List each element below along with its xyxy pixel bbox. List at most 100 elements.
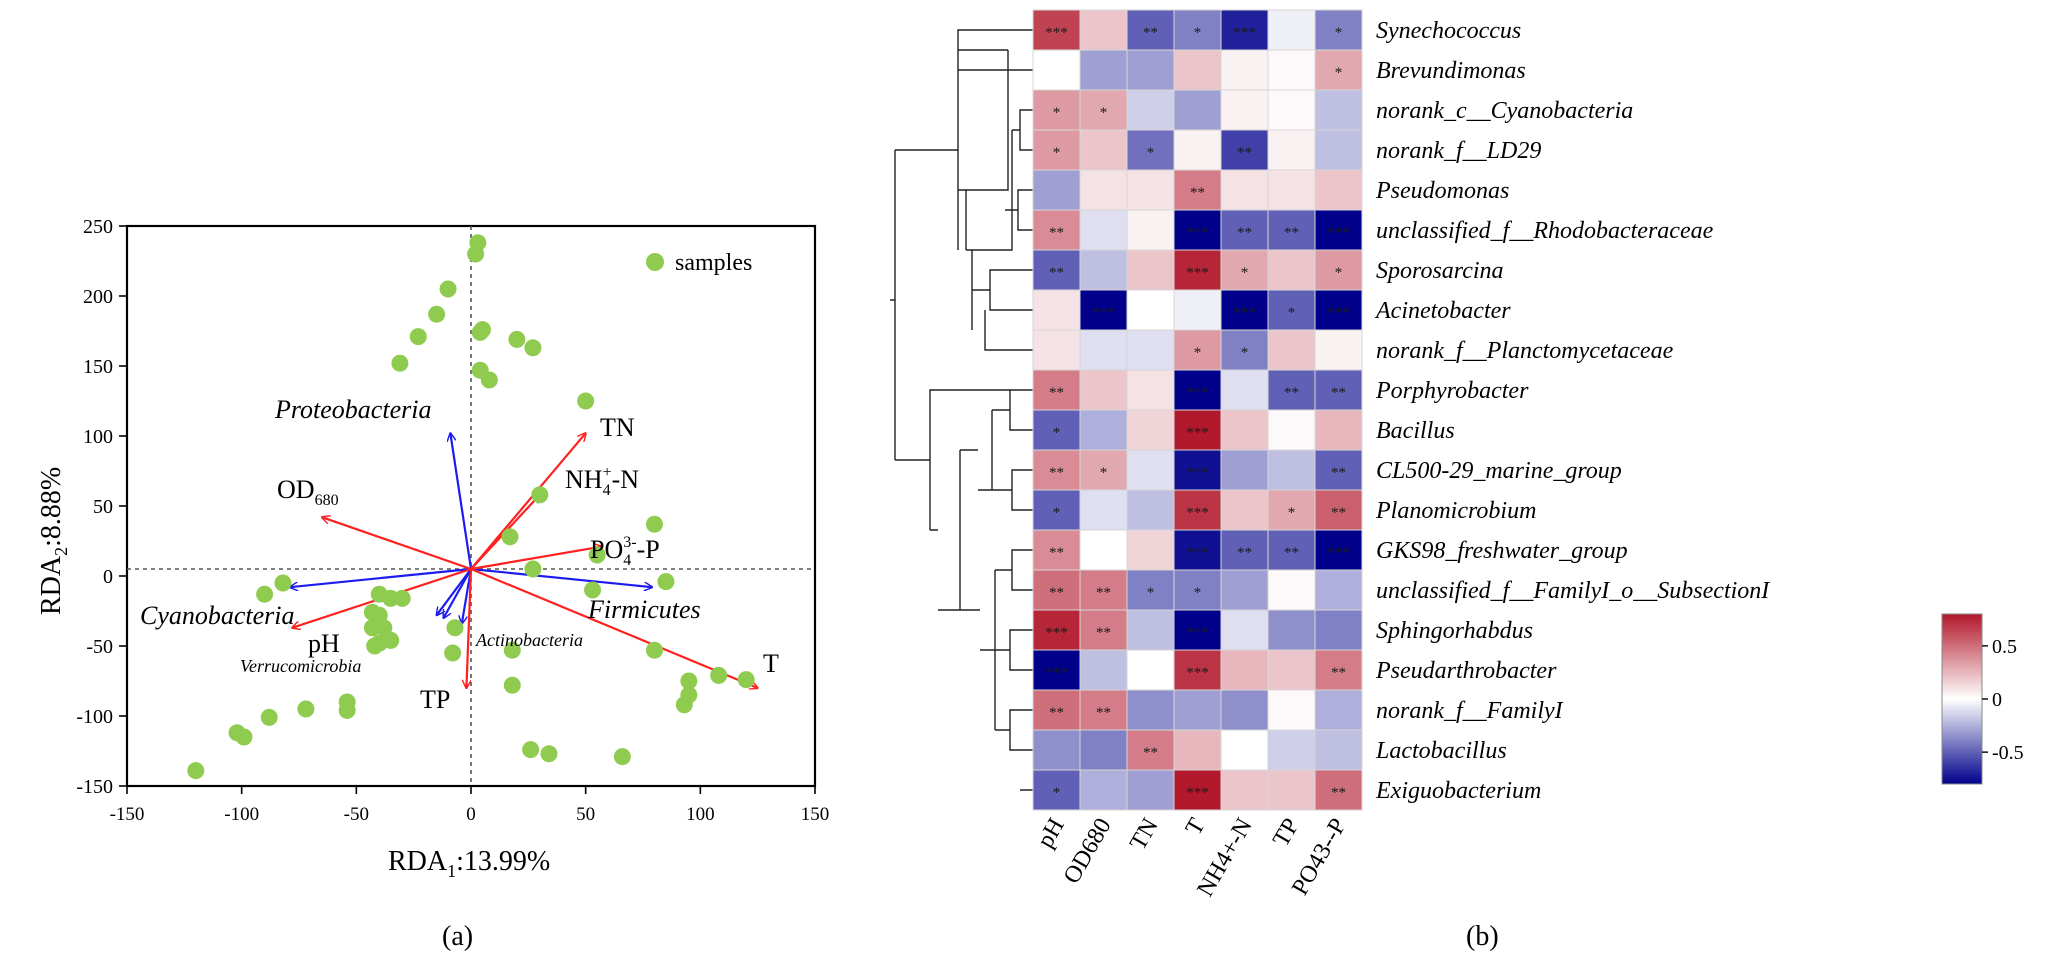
sample-point <box>710 666 728 684</box>
heatmap-cell <box>1173 729 1222 771</box>
sample-point <box>577 392 595 410</box>
label-nh4: NH4+-N <box>565 464 639 499</box>
column-label: TP <box>1268 814 1305 851</box>
significance-mark: ** <box>1331 465 1346 481</box>
significance-mark: ** <box>1284 225 1299 241</box>
heatmap-cell <box>1314 489 1363 531</box>
heatmap-cell <box>1314 529 1363 571</box>
heatmap-cell <box>1220 489 1269 531</box>
significance-mark: ** <box>1237 545 1252 561</box>
significance-mark: * <box>1053 105 1061 121</box>
significance-mark: ** <box>1331 505 1346 521</box>
row-label: Brevundimonas <box>1376 58 1526 84</box>
heatmap-cell <box>1267 689 1316 731</box>
heatmap-cell <box>1314 689 1363 731</box>
heatmap-cell <box>1126 209 1175 251</box>
sample-point <box>297 700 315 718</box>
x-tick-label: 150 <box>801 804 830 825</box>
label-actinobacteria: Actinobacteria <box>475 630 583 650</box>
heatmap-cell <box>1267 769 1316 811</box>
heatmap-cell <box>1032 769 1081 811</box>
heatmap-cell <box>1267 289 1316 331</box>
heatmap-cell <box>1079 89 1128 131</box>
heatmap-cell <box>1126 9 1175 51</box>
correlation-heatmap: *** ** * *** *** ** * ****** *** ** ** ***** *** * ***… <box>890 9 2024 952</box>
heatmap-cell <box>1314 289 1363 331</box>
heatmap-cell <box>1314 129 1363 171</box>
significance-mark: ** <box>1284 385 1299 401</box>
sample-point <box>531 486 549 504</box>
heatmap-cell <box>1267 609 1316 651</box>
env-arrow <box>470 547 602 571</box>
label-cyanobacteria: Cyanobacteria <box>140 601 295 630</box>
env-arrow <box>466 568 473 688</box>
significance-mark: *** <box>1045 25 1068 41</box>
sample-point <box>480 371 498 389</box>
heatmap-cell <box>1126 369 1175 411</box>
heatmap-cell <box>1267 569 1316 611</box>
significance-mark: ** <box>1049 385 1064 401</box>
heatmap-cell <box>1126 689 1175 731</box>
significance-mark: * <box>1288 305 1296 321</box>
heatmap-cell <box>1126 609 1175 651</box>
significance-mark: ** <box>1049 225 1064 241</box>
heatmap-cell <box>1267 329 1316 371</box>
heatmap-cell <box>1032 449 1081 491</box>
x-tick-label: -100 <box>224 804 259 825</box>
heatmap-cell <box>1220 689 1269 731</box>
label-firmicutes: Firmicutes <box>587 595 701 624</box>
row-label: norank_c__Cyanobacteria <box>1376 98 1633 124</box>
significance-mark: * <box>1147 585 1155 601</box>
label-tn: TN <box>600 413 635 442</box>
heatmap-cell <box>1032 289 1081 331</box>
significance-mark: * <box>1100 105 1108 121</box>
heatmap-cell <box>1267 489 1316 531</box>
heatmap-cell <box>1173 609 1222 651</box>
heatmap-cell <box>1267 449 1316 491</box>
heatmap-cell <box>1314 49 1363 91</box>
env-arrow <box>470 433 586 570</box>
sample-point <box>508 330 526 348</box>
heatmap-cell <box>1173 489 1222 531</box>
heatmap-cell <box>1314 769 1363 811</box>
heatmap-cell <box>1314 329 1363 371</box>
row-label: Pseudomonas <box>1375 178 1509 204</box>
heatmap-cell <box>1173 129 1222 171</box>
sample-point <box>522 741 540 759</box>
significance-mark: *** <box>1233 25 1256 41</box>
legend: samples <box>646 250 752 276</box>
heatmap-cell <box>1220 449 1269 491</box>
heatmap-cell <box>1220 769 1269 811</box>
sample-point <box>588 546 606 564</box>
colorbar-tick-label: 0.5 <box>1992 636 2017 658</box>
significance-mark: * <box>1194 585 1202 601</box>
sample-point <box>675 696 693 714</box>
row-label: Sphingorhabdus <box>1376 618 1533 644</box>
sample-point <box>467 245 485 263</box>
heatmap-cell <box>1079 369 1128 411</box>
sample-point <box>524 560 542 578</box>
heatmap-cell <box>1079 9 1128 51</box>
heatmap-cell <box>1032 649 1081 691</box>
colorbar-gradient <box>1941 613 1983 785</box>
colorbar-tick-label: 0 <box>1992 689 2002 711</box>
colorbar: 0.5 0 -0.5 <box>1941 613 2024 785</box>
heatmap-cell <box>1079 649 1128 691</box>
heatmap-cells: *** ** * *** *** ** * ****** *** ** ** ***** *** * ***… <box>1032 9 1363 811</box>
row-label: CL500-29_marine_group <box>1376 458 1622 484</box>
heatmap-cell <box>1032 569 1081 611</box>
row-label: GKS98_freshwater_group <box>1376 538 1628 564</box>
significance-mark: *** <box>1186 785 1209 801</box>
heatmap-cell <box>1032 209 1081 251</box>
heatmap-cell <box>1032 329 1081 371</box>
heatmap-cell <box>1267 729 1316 771</box>
significance-mark: * <box>1053 505 1061 521</box>
y-tick-label: 50 <box>93 496 113 518</box>
sample-point <box>260 708 278 726</box>
heatmap-cell <box>1032 49 1081 91</box>
heatmap-cell <box>1220 329 1269 371</box>
sample-point <box>256 585 274 603</box>
sample-point <box>503 641 521 659</box>
y-tick-label: 100 <box>83 426 113 448</box>
sample-point <box>428 305 446 323</box>
